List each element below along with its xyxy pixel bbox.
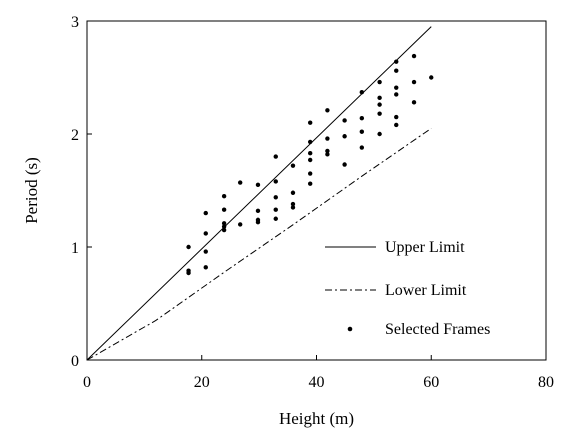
data-point	[377, 131, 382, 137]
y-tick-label: 3	[71, 14, 79, 31]
data-point	[203, 249, 208, 254]
axis-ticks: 0 20 40 60 80 0 1 2 3	[71, 14, 554, 391]
data-point	[394, 122, 399, 128]
data-point	[394, 68, 399, 73]
x-tick-label: 40	[309, 374, 325, 391]
data-point	[221, 227, 227, 233]
data-point	[429, 75, 434, 80]
data-point	[290, 205, 296, 210]
data-point	[255, 208, 261, 214]
data-point	[411, 53, 417, 59]
data-point	[411, 100, 417, 105]
data-point	[325, 152, 330, 157]
y-tick-label: 0	[71, 353, 79, 370]
data-point	[203, 231, 208, 236]
data-point	[342, 134, 347, 139]
data-point	[307, 171, 313, 176]
x-tick-label: 0	[83, 374, 91, 391]
data-point	[342, 162, 347, 167]
plot-area	[86, 20, 547, 361]
data-point	[325, 148, 330, 154]
x-axis-label: Height (m)	[279, 409, 354, 428]
data-point	[203, 210, 208, 216]
data-point	[221, 221, 227, 226]
data-point	[237, 180, 243, 185]
x-tick-label: 20	[194, 374, 210, 391]
data-point	[290, 201, 296, 207]
x-tick-label: 60	[423, 374, 439, 391]
data-point	[394, 59, 399, 64]
data-point	[255, 182, 261, 188]
series-layer	[86, 26, 434, 361]
data-point	[186, 244, 191, 250]
legend-label: Upper Limit	[385, 239, 465, 256]
data-point	[377, 95, 382, 101]
data-point	[394, 114, 399, 120]
data-point	[377, 111, 382, 116]
series-line-1	[86, 127, 432, 361]
data-point	[359, 129, 365, 134]
data-point	[359, 145, 365, 150]
legend-label: Selected Frames	[385, 321, 490, 338]
data-point	[290, 190, 296, 195]
series-line-0	[86, 26, 432, 361]
data-point	[273, 195, 278, 200]
data-point	[359, 115, 365, 121]
x-tick-label: 80	[538, 374, 554, 391]
data-point	[221, 193, 227, 199]
data-point	[359, 89, 365, 95]
data-point	[290, 163, 296, 168]
data-point	[186, 270, 191, 276]
y-tick-label: 2	[71, 127, 79, 144]
data-point	[273, 179, 278, 184]
data-point	[221, 207, 227, 212]
data-point	[394, 92, 399, 97]
data-point	[377, 102, 382, 107]
data-point	[307, 139, 313, 145]
data-point	[377, 79, 382, 85]
data-point	[273, 207, 278, 212]
data-point	[307, 120, 313, 125]
data-point	[307, 181, 313, 186]
data-point	[325, 136, 330, 141]
legend-label: Lower Limit	[385, 282, 467, 299]
data-point	[203, 265, 208, 270]
data-point	[237, 222, 243, 227]
data-point	[411, 79, 417, 85]
legend-swatch	[347, 326, 353, 332]
data-point	[273, 216, 278, 221]
data-point	[273, 154, 278, 159]
legend: Upper Limit Lower Limit Selected Frames	[325, 239, 490, 338]
data-point	[307, 151, 313, 156]
data-point	[221, 224, 227, 229]
data-point	[325, 108, 330, 113]
data-point	[342, 118, 347, 123]
data-point	[307, 157, 313, 163]
y-axis-label: Period (s)	[22, 157, 41, 224]
y-tick-label: 1	[71, 240, 79, 257]
data-point	[394, 85, 399, 90]
data-point	[255, 219, 261, 225]
plot-frame	[86, 20, 547, 361]
